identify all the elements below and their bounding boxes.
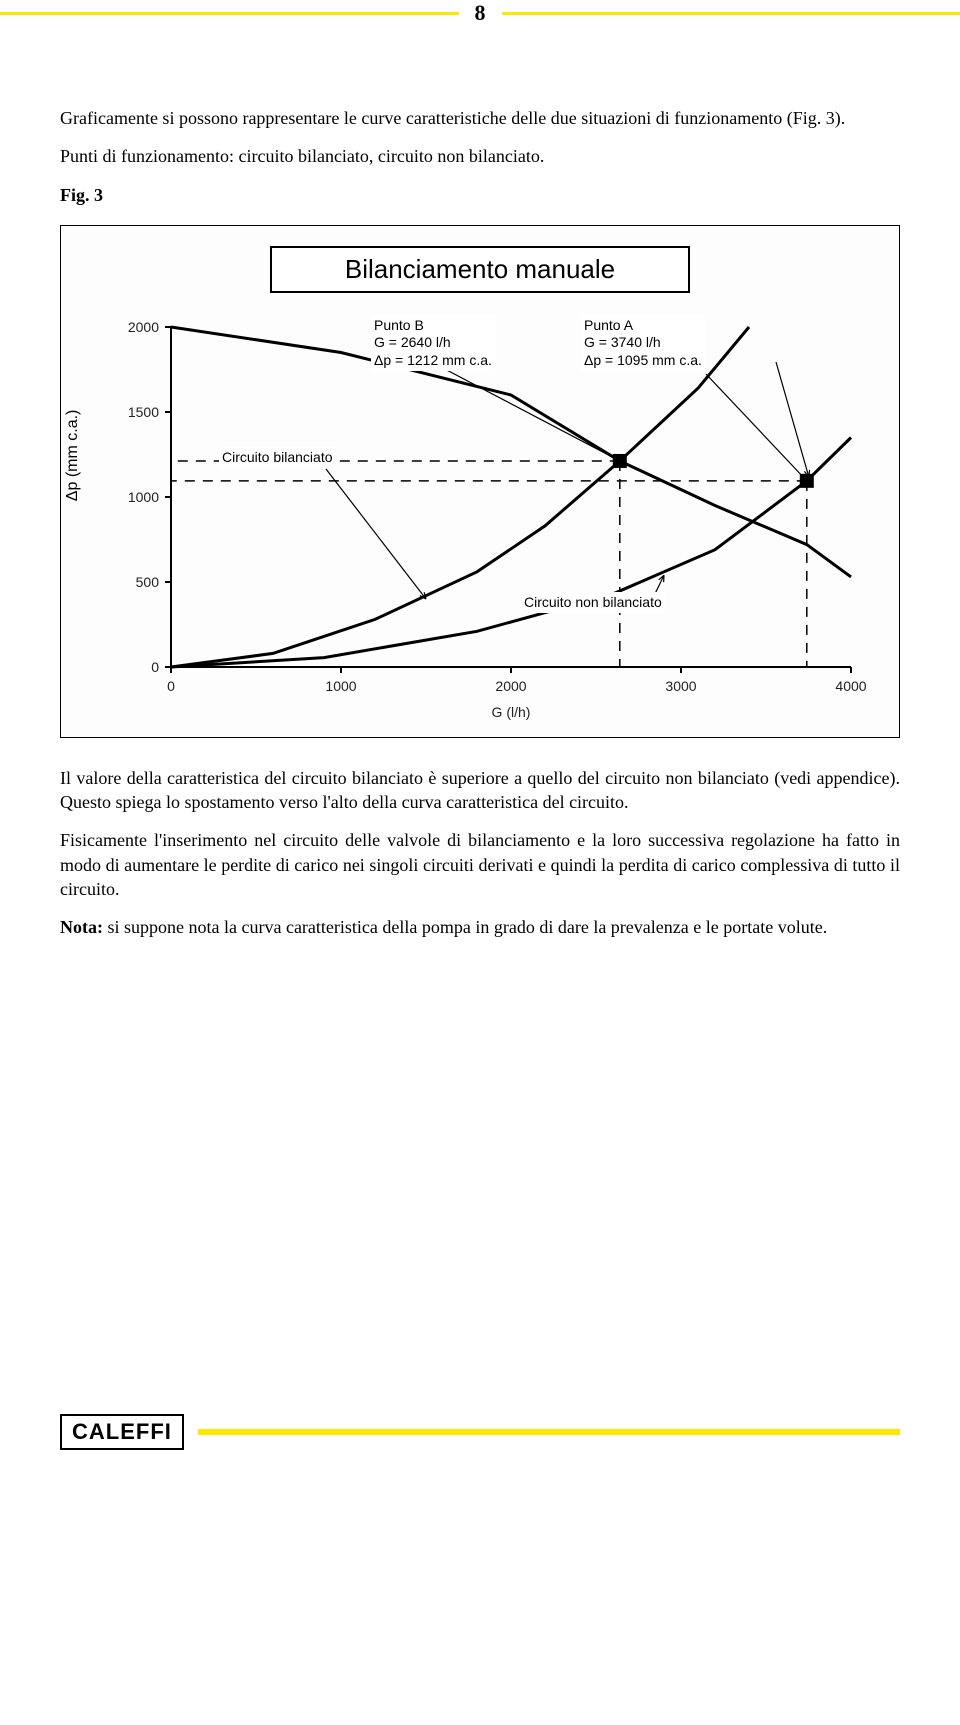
svg-text:G (l/h): G (l/h) (492, 704, 531, 720)
svg-text:0: 0 (151, 659, 159, 675)
paragraph-5: Nota: si suppone nota la curva caratteri… (60, 915, 900, 939)
chart-area: Δp (mm c.a.) Punto B G = 2640 l/h Δp = 1… (81, 307, 879, 727)
svg-text:2000: 2000 (128, 319, 159, 335)
top-rule: 8 (0, 0, 960, 26)
figure-ref: Fig. 3 (60, 183, 900, 207)
svg-text:1500: 1500 (128, 404, 159, 420)
point-a-line3: Δp = 1095 mm c.a. (584, 352, 702, 370)
paragraph-3: Il valore della caratteristica del circu… (60, 766, 900, 815)
footer-line (198, 1429, 900, 1435)
svg-text:1000: 1000 (128, 489, 159, 505)
paragraph-4: Fisicamente l'inserimento nel circuito d… (60, 828, 900, 901)
chart-title: Bilanciamento manuale (270, 246, 690, 293)
unbalanced-label: Circuito non bilanciato (521, 592, 665, 614)
page-number: 8 (459, 0, 502, 26)
logo: CALEFFI (60, 1414, 184, 1450)
point-a-line2: G = 3740 l/h (584, 334, 702, 352)
body-text-lower: Il valore della caratteristica del circu… (60, 766, 900, 940)
svg-text:2000: 2000 (495, 678, 526, 694)
top-line-left (0, 12, 459, 15)
chart-svg: 0 1000 2000 3000 4000 0 500 1000 1500 2000 G (l/… (111, 307, 891, 727)
body-text: Graficamente si possono rappresentare le… (60, 106, 900, 207)
point-b-line3: Δp = 1212 mm c.a. (374, 352, 492, 370)
paragraph-1: Graficamente si possono rappresentare le… (60, 106, 900, 130)
point-b-line1: Punto B (374, 317, 492, 335)
chart-frame: Bilanciamento manuale Δp (mm c.a.) Punto… (60, 225, 900, 738)
top-line-right (502, 12, 960, 15)
footer: CALEFFI (0, 1414, 960, 1490)
note-text: si suppone nota la curva caratteristica … (103, 917, 827, 937)
y-axis-label: Δp (mm c.a.) (64, 410, 82, 502)
point-a-line1: Punto A (584, 317, 702, 335)
paragraph-2: Punti di funzionamento: circuito bilanci… (60, 144, 900, 168)
svg-text:1000: 1000 (325, 678, 356, 694)
svg-text:500: 500 (136, 574, 160, 590)
balanced-label: Circuito bilanciato (219, 447, 336, 469)
svg-text:4000: 4000 (835, 678, 866, 694)
note-prefix: Nota: (60, 917, 103, 937)
svg-text:0: 0 (167, 678, 175, 694)
point-a-label: Punto A G = 3740 l/h Δp = 1095 mm c.a. (581, 315, 705, 372)
point-b-line2: G = 2640 l/h (374, 334, 492, 352)
point-b-label: Punto B G = 2640 l/h Δp = 1212 mm c.a. (371, 315, 495, 372)
svg-text:3000: 3000 (665, 678, 696, 694)
page-content: Graficamente si possono rappresentare le… (0, 56, 960, 994)
